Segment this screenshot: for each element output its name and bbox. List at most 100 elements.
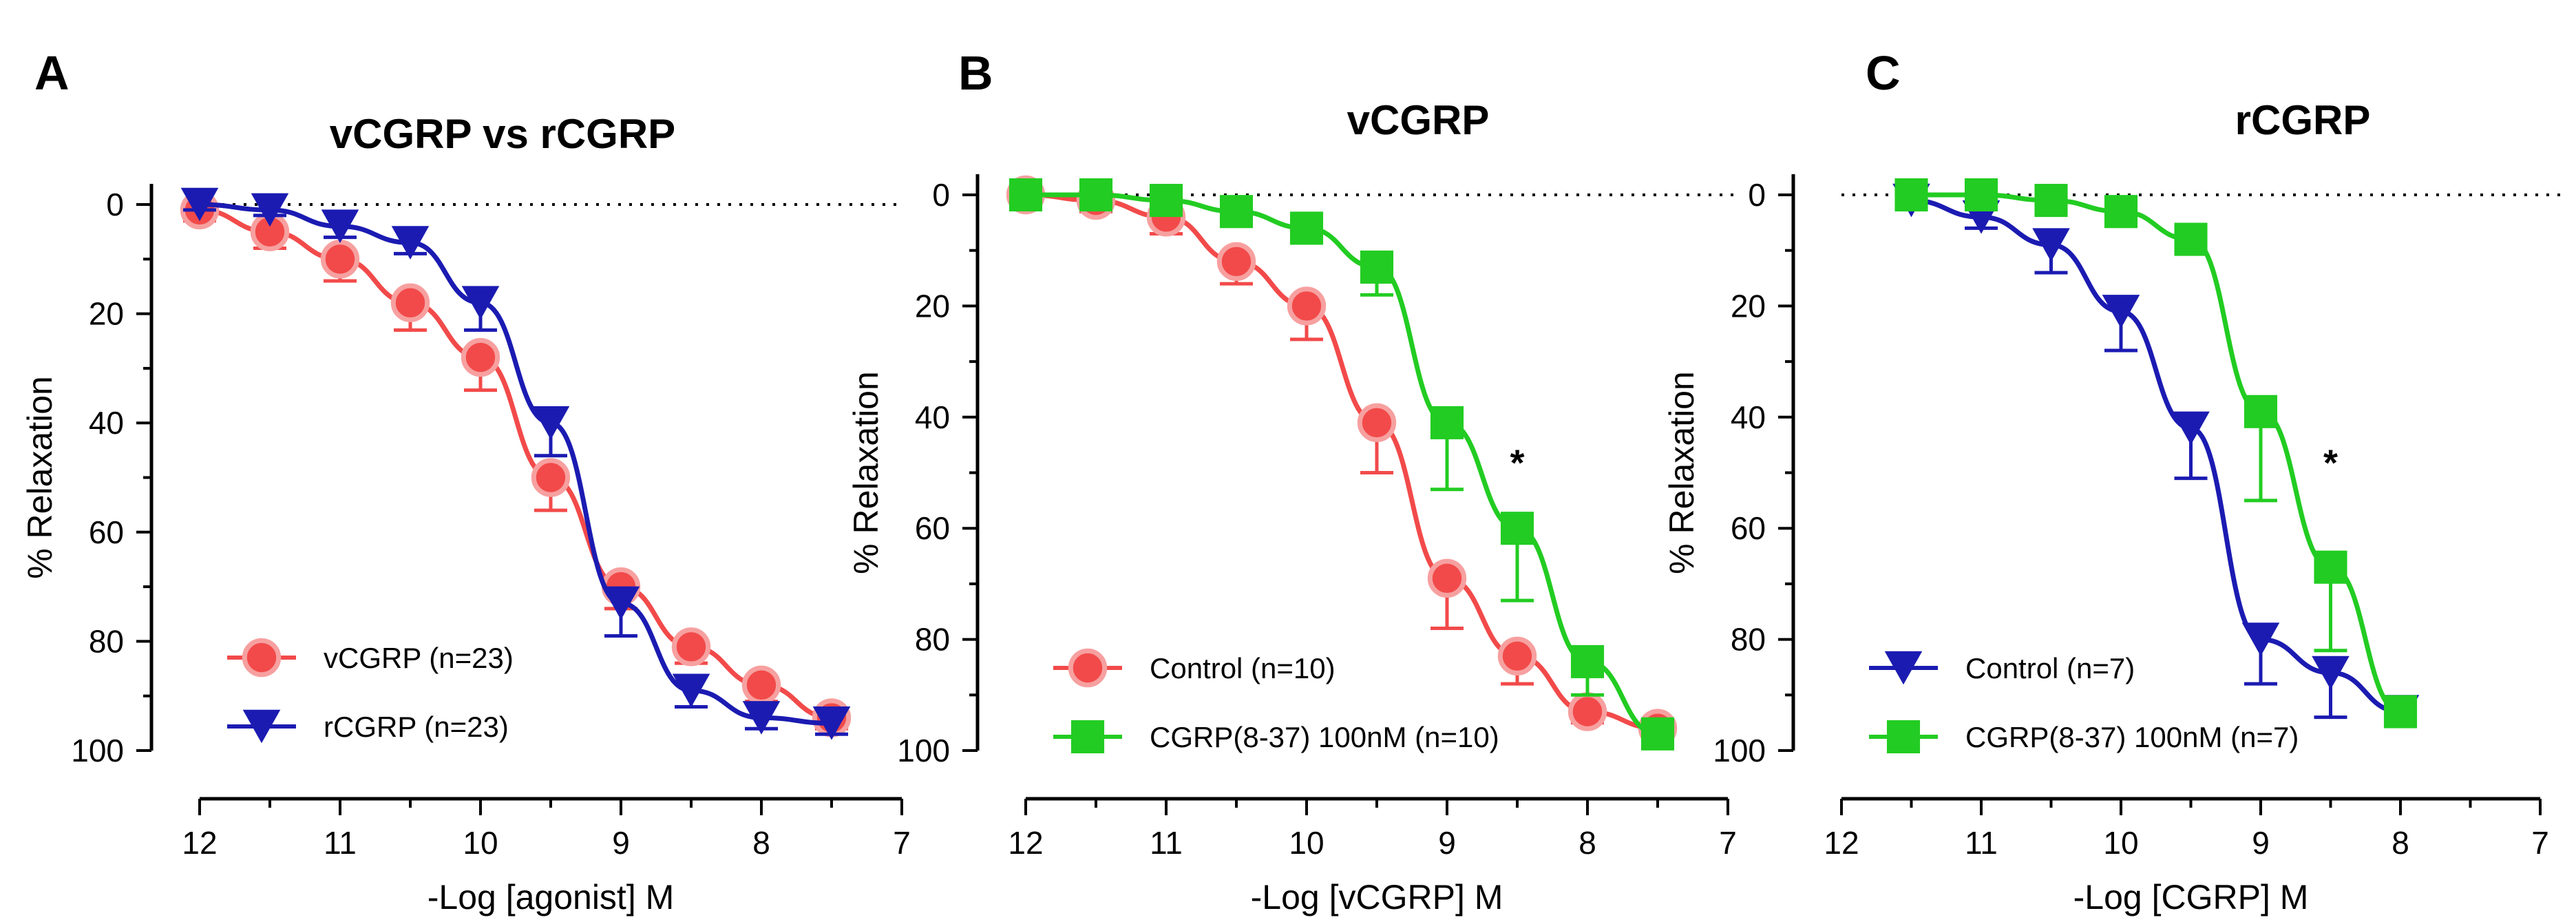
data-point <box>2383 695 2418 729</box>
legend-label: CGRP(8-37) 100nM (n=7) <box>1965 721 2299 753</box>
panel-b: B vCGRP -Log [vCGRP] M % Relaxation 0 20 4… <box>847 46 1737 916</box>
panel-letter-a: A <box>34 46 70 100</box>
x-tick-label: 9 <box>2252 825 2270 861</box>
x-tick-label: 8 <box>752 825 770 861</box>
legend-label: rCGRP (n=23) <box>324 711 509 743</box>
x-tick-label: 12 <box>1824 825 1859 861</box>
series-line <box>199 202 832 726</box>
chart-title-c: rCGRP <box>2235 97 2371 143</box>
data-point <box>602 586 640 620</box>
y-tick-label: 80 <box>915 622 950 658</box>
x-tick-label: 7 <box>1719 825 1737 861</box>
data-point <box>1289 211 1324 245</box>
series-green-square <box>1894 178 2418 729</box>
y-axis-label-a: % Relaxation <box>21 376 59 579</box>
y-tick-label: 100 <box>1713 733 1766 768</box>
data-point <box>461 337 500 377</box>
data-point <box>2034 184 2068 218</box>
y-tick-label: 80 <box>1731 622 1766 658</box>
panel-a: A vCGRP vs rCGRP -Log [agonist] M % Rela… <box>21 46 911 916</box>
legend-marker <box>242 709 281 744</box>
data-point <box>1430 406 1464 439</box>
y-tick-label: 0 <box>1748 177 1766 213</box>
data-point <box>1964 178 1998 212</box>
data-point <box>812 706 851 740</box>
data-point <box>671 627 711 667</box>
data-point <box>2102 295 2140 328</box>
x-tick-label: 11 <box>324 825 357 861</box>
legend-label: vCGRP (n=23) <box>324 642 514 674</box>
data-point <box>1427 558 1467 598</box>
series-green-square <box>1009 178 1675 751</box>
data-point <box>2172 411 2210 446</box>
data-point <box>2241 622 2280 656</box>
series-line <box>199 207 832 720</box>
data-point <box>2104 195 2138 229</box>
chart-title-b: vCGRP <box>1347 97 1490 143</box>
series-red-circle <box>180 190 852 737</box>
data-point <box>741 665 781 705</box>
y-tick-label: 0 <box>106 187 124 222</box>
x-tick-label: 9 <box>1438 825 1456 861</box>
y-tick-label: 20 <box>89 296 124 332</box>
x-tick-label: 12 <box>1008 825 1043 861</box>
x-tick-label: 11 <box>1150 825 1183 861</box>
series-line <box>1025 192 1658 731</box>
data-point <box>1009 178 1043 212</box>
y-tick-label: 40 <box>1731 399 1766 435</box>
chart-title-a: vCGRP vs rCGRP <box>330 111 675 157</box>
legend-marker <box>1068 648 1108 688</box>
legend-marker <box>1886 720 1921 754</box>
legend-label: Control (n=10) <box>1150 652 1335 684</box>
data-point <box>391 226 430 260</box>
x-tick-label: 10 <box>463 825 498 861</box>
data-point <box>1219 195 1254 229</box>
data-point <box>531 406 570 440</box>
x-tick-label: 7 <box>893 825 911 861</box>
data-point <box>1079 178 1113 212</box>
data-point <box>1894 178 1928 212</box>
x-axis-label-b: -Log [vCGRP] M <box>1251 878 1503 916</box>
data-point <box>1357 403 1397 443</box>
x-axis-label-c: -Log [CGRP] M <box>2073 878 2309 916</box>
x-tick-label: 9 <box>612 825 630 861</box>
legend-marker <box>242 638 282 678</box>
data-point <box>390 283 430 322</box>
y-tick-label: 40 <box>915 399 950 435</box>
y-tick-label: 80 <box>89 623 124 659</box>
data-point <box>2244 395 2278 428</box>
data-point <box>1216 242 1256 282</box>
x-tick-label: 10 <box>2103 825 2138 861</box>
legend-marker <box>1070 720 1105 754</box>
legend-label: Control (n=7) <box>1965 652 2135 684</box>
data-point <box>531 458 571 497</box>
y-tick-label: 20 <box>915 288 950 324</box>
panel-letter-b: B <box>958 46 993 100</box>
x-axis-label-a: -Log [agonist] M <box>427 878 675 916</box>
legend-marker <box>1884 651 1923 685</box>
data-point <box>320 240 360 279</box>
data-point <box>742 701 781 735</box>
x-tick-label: 11 <box>1965 825 1998 861</box>
data-point <box>1640 717 1675 751</box>
series-line <box>1911 198 2401 715</box>
data-point <box>321 209 359 244</box>
y-tick-label: 100 <box>71 733 124 768</box>
panel-c: C rCGRP -Log [CGRP] M % Relaxation 0 20 40… <box>1662 46 2568 916</box>
y-tick-label: 0 <box>932 177 950 213</box>
data-point <box>1570 645 1605 678</box>
data-point <box>251 193 289 227</box>
data-point <box>2312 656 2350 690</box>
y-tick-label: 40 <box>89 405 124 441</box>
x-tick-label: 8 <box>2392 825 2409 861</box>
data-point <box>1497 636 1537 676</box>
y-tick-label: 60 <box>915 510 950 546</box>
data-point <box>1567 692 1607 731</box>
data-point <box>461 286 500 320</box>
series-blue-triangle-down <box>1892 183 2420 729</box>
y-axis-label-b: % Relaxation <box>847 371 885 574</box>
data-point <box>180 187 219 222</box>
data-point <box>672 673 710 708</box>
data-point <box>2314 550 2347 584</box>
